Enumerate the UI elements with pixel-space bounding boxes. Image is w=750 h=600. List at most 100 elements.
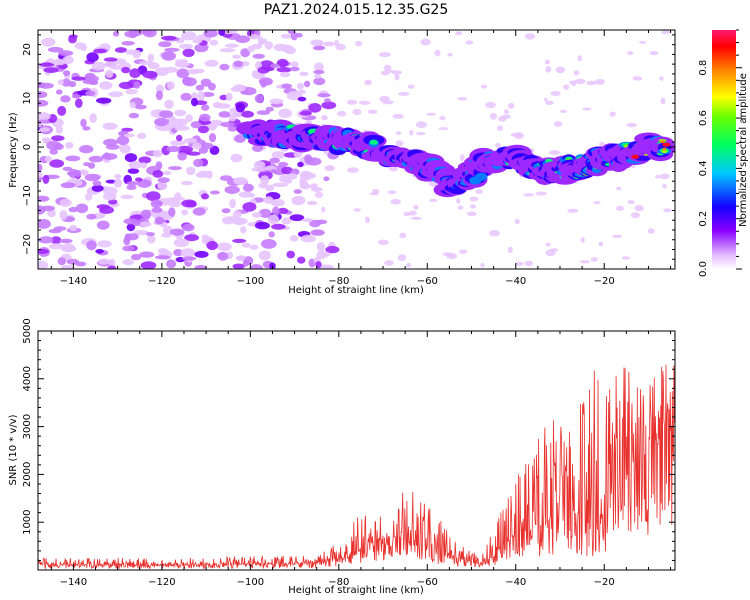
spectral-noise-cell: [249, 244, 259, 250]
spectral-noise-cell: [415, 121, 428, 128]
spectral-noise-cell: [269, 98, 284, 105]
spectral-noise-cell: [272, 182, 289, 187]
y-tick-label: 0: [22, 144, 33, 150]
spectral-noise-cell: [96, 97, 112, 104]
spectral-noise-cell: [168, 166, 182, 171]
spectral-noise-cell: [154, 216, 165, 225]
spectral-noise-cell: [409, 129, 414, 136]
spectral-noise-cell: [347, 167, 359, 174]
spectral-noise-cell: [420, 38, 431, 46]
spectral-noise-cell: [192, 142, 202, 150]
spectral-noise-cell: [137, 132, 147, 139]
spectral-noise-cell: [124, 153, 138, 163]
spectral-noise-cell: [198, 146, 209, 154]
spectral-noise-cell: [638, 40, 647, 44]
spectral-noise-cell: [355, 40, 363, 47]
spectral-noise-cell: [162, 66, 178, 73]
spectral-noise-cell: [392, 114, 404, 119]
snr-y-ticks: 1000 2000 3000 4000 5000: [22, 318, 675, 571]
spectral-noise-cell: [152, 149, 163, 158]
spectral-noise-cell: [146, 191, 161, 202]
snr-series-line: [38, 364, 675, 570]
spectral-noise-cell: [59, 210, 68, 221]
spectral-noise-cell: [225, 92, 233, 101]
spectral-noise-cell: [58, 50, 74, 57]
spectral-noise-cell: [241, 110, 255, 118]
spectral-noise-cell: [273, 43, 289, 52]
spectral-noise-cell: [177, 152, 187, 161]
spectral-noise-cell: [507, 246, 513, 254]
spectral-noise-cell: [185, 166, 196, 176]
spectral-noise-cell: [599, 141, 605, 148]
spectral-noise-cell: [289, 214, 305, 222]
spectral-noise-cell: [123, 218, 139, 225]
spectral-noise-cell: [609, 111, 616, 117]
spectral-noise-cell: [169, 228, 185, 236]
spectral-noise-cell: [79, 145, 94, 154]
spectral-noise-cell: [167, 81, 175, 90]
spectral-noise-cell: [415, 132, 426, 136]
spectral-noise-cell: [108, 199, 118, 205]
spectral-noise-cell: [114, 178, 122, 188]
spectral-noise-cell: [399, 232, 407, 239]
spectral-noise-cell: [173, 249, 184, 257]
spectral-noise-cell: [655, 174, 661, 179]
spectral-noise-cell: [504, 109, 509, 114]
spectral-noise-cell: [63, 70, 71, 76]
snr-y-label: SNR (10 * v/v): [8, 414, 19, 485]
colorbar-ticks: 0.0 0.2 0.4 0.6 0.8: [698, 29, 742, 277]
spectral-noise-cell: [127, 168, 140, 174]
spectral-noise-cell: [280, 33, 292, 39]
spectral-noise-cell: [60, 182, 76, 189]
spectral-noise-cell: [286, 90, 303, 101]
spectral-noise-cell: [102, 192, 117, 201]
spectral-noise-cell: [206, 240, 218, 251]
y-tick-label: 3000: [22, 414, 33, 439]
spectral-noise-cell: [501, 114, 511, 119]
spectral-noise-cell: [241, 242, 251, 248]
spectral-noise-cell: [257, 36, 264, 46]
spectral-noise-cell: [208, 133, 217, 143]
spectral-noise-cell: [563, 84, 570, 90]
spectral-noise-cell: [353, 208, 361, 212]
spectral-noise-cell: [410, 216, 422, 220]
spectral-noise-cell: [616, 205, 625, 211]
spectral-noise-cell: [84, 72, 96, 80]
spectral-noise-cell: [53, 58, 66, 66]
spectral-noise-cell: [470, 204, 476, 209]
spectral-noise-cell: [184, 234, 200, 242]
spectral-noise-cell: [57, 105, 67, 116]
spectral-noise-cell: [630, 212, 641, 219]
spectral-noise-cell: [147, 53, 155, 62]
spectral-noise-cell: [224, 43, 239, 48]
spectral-noise-cell: [232, 84, 246, 92]
spectral-noise-cell: [261, 239, 277, 249]
spectral-noise-cell: [315, 219, 328, 225]
spectral-noise-cell: [335, 43, 346, 51]
spectral-noise-cell: [209, 145, 220, 155]
spectral-noise-cell: [185, 223, 193, 229]
spectral-noise-cell: [321, 101, 337, 110]
spectral-noise-cell: [321, 264, 335, 269]
spectral-noise-cell: [179, 43, 193, 50]
spectral-noise-cell: [155, 90, 163, 101]
spectral-noise-cell: [446, 253, 458, 260]
spectral-noise-cell: [204, 59, 219, 67]
spectral-noise-cell: [59, 198, 72, 207]
spectral-noise-cell: [182, 48, 195, 58]
spectral-noise-cell: [38, 99, 49, 107]
spectral-noise-cell: [598, 241, 604, 247]
spectral-noise-cell: [632, 76, 643, 81]
spectral-noise-cell: [147, 234, 156, 244]
spectral-noise-cell: [108, 91, 124, 98]
colorbar-label: Normalized spectral amplitude: [738, 73, 749, 227]
spectral-noise-cell: [175, 59, 189, 64]
spectral-noise-cell: [197, 91, 205, 102]
spectral-noise-cell: [91, 184, 104, 192]
spectral-noise-cell: [116, 135, 130, 146]
spectral-noise-cell: [365, 216, 370, 224]
spectral-noise-cell: [74, 169, 81, 178]
spectral-noise-cell: [317, 93, 331, 98]
spectral-noise-cell: [233, 177, 248, 186]
spectral-noise-cell: [573, 70, 580, 76]
